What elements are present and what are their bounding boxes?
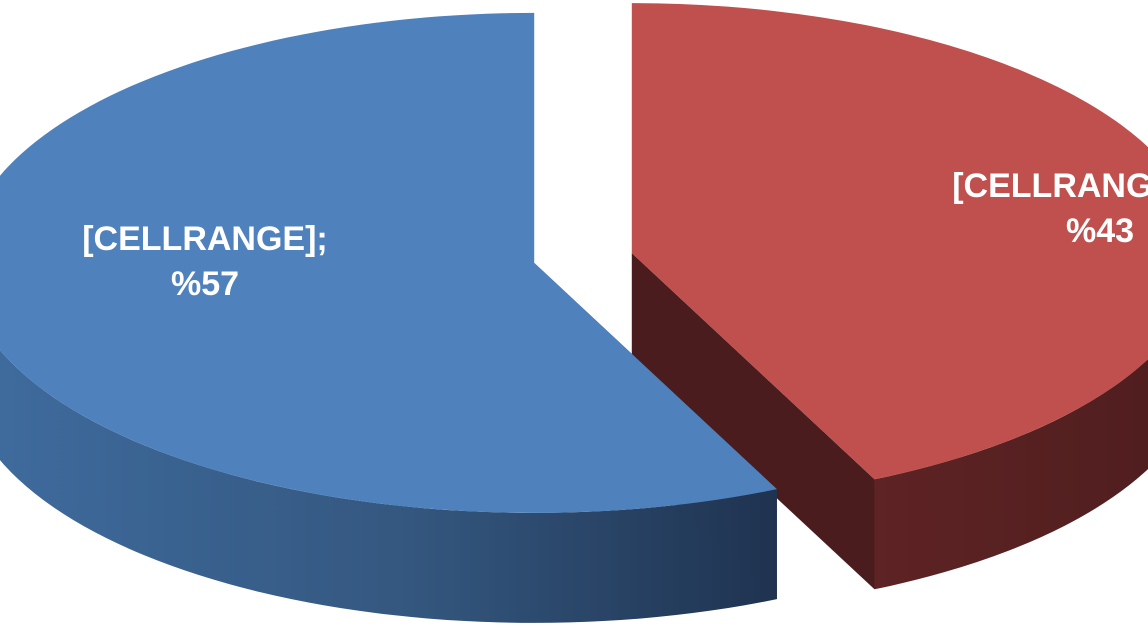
pie-slice-side-1 [0,350,777,623]
data-label-category-2: [CELLRANGE]; [952,167,1148,205]
pie-slice-top-1 [0,12,777,513]
pie-slice-wall-2-2 [631,253,875,590]
pie-slice-group-1 [0,12,777,623]
pie-slice-top-2 [631,3,1148,480]
data-label-category-1: [CELLRANGE]; [82,220,328,258]
data-label-value-1: %57 [171,265,239,303]
pie-slice-side-2 [874,359,1148,590]
data-label-value-2: %43 [1066,212,1134,250]
pie-slice-group-2 [631,3,1148,590]
